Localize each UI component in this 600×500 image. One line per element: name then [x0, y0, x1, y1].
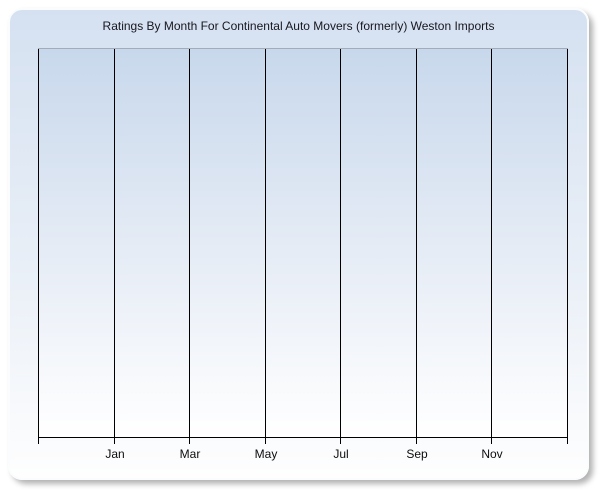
x-gridline — [114, 49, 115, 444]
x-axis-label: May — [254, 447, 278, 461]
x-axis-label: Nov — [481, 447, 503, 461]
x-axis-line — [38, 437, 568, 438]
x-axis-label: Jan — [105, 447, 125, 461]
plot-area: Jan Mar May Jul Sep Nov — [38, 48, 568, 461]
x-gridline — [416, 49, 417, 444]
plot-right-border — [567, 49, 568, 444]
x-gridline — [265, 49, 266, 444]
x-axis-label: Sep — [406, 447, 428, 461]
x-gridline — [491, 49, 492, 444]
x-axis-label: Jul — [333, 447, 349, 461]
x-gridline — [189, 49, 190, 444]
x-gridline — [340, 49, 341, 444]
chart-title: Ratings By Month For Continental Auto Mo… — [102, 19, 495, 33]
chart-panel: Ratings By Month For Continental Auto Mo… — [8, 8, 589, 480]
y-axis-line — [38, 49, 39, 444]
x-axis-label: Mar — [179, 447, 201, 461]
